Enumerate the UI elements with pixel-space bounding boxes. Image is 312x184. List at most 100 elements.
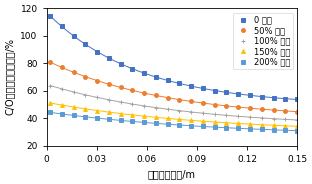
0 加湿 [83, 43, 87, 45]
100% 加湿 [72, 91, 76, 93]
0 加湿 [189, 85, 193, 87]
150% 加湿 [213, 121, 217, 123]
0 加湿 [119, 63, 123, 65]
50% 加湿 [295, 111, 299, 113]
50% 加湿 [189, 100, 193, 102]
150% 加湿 [283, 125, 287, 127]
0 加湿 [130, 68, 134, 70]
0 加湿 [201, 87, 205, 90]
0 加湿 [107, 57, 111, 59]
150% 加湿 [201, 120, 205, 122]
100% 加湿 [107, 99, 111, 101]
200% 加湿 [48, 111, 52, 114]
X-axis label: 流道方向坐标/m: 流道方向坐标/m [148, 169, 196, 179]
50% 加湿 [154, 94, 158, 97]
200% 加湿 [72, 114, 76, 116]
150% 加湿 [72, 106, 76, 108]
200% 加湿 [189, 125, 193, 127]
Line: 50% 加湿: 50% 加湿 [48, 60, 299, 114]
0 加湿 [48, 15, 52, 17]
200% 加湿 [201, 125, 205, 128]
50% 加湿 [130, 89, 134, 91]
0 加湿 [283, 98, 287, 100]
Legend: 0 加湿, 50% 加湿, 100% 加湿, 150% 加湿, 200% 加湿: 0 加湿, 50% 加湿, 100% 加湿, 150% 加湿, 200% 加湿 [233, 13, 293, 69]
100% 加湿 [295, 119, 299, 121]
50% 加湿 [48, 61, 52, 63]
100% 加湿 [272, 118, 275, 120]
50% 加湿 [60, 66, 64, 68]
150% 加湿 [48, 102, 52, 104]
50% 加湿 [166, 97, 169, 99]
50% 加湿 [283, 110, 287, 112]
200% 加湿 [178, 124, 181, 126]
100% 加湿 [130, 103, 134, 105]
Line: 150% 加湿: 150% 加湿 [48, 101, 299, 128]
100% 加湿 [95, 96, 99, 99]
50% 加湿 [83, 75, 87, 78]
0 加湿 [95, 50, 99, 53]
200% 加湿 [142, 121, 146, 124]
100% 加湿 [260, 117, 264, 119]
0 加湿 [260, 95, 264, 98]
100% 加湿 [283, 118, 287, 121]
0 加湿 [213, 89, 217, 92]
200% 加湿 [60, 113, 64, 115]
100% 加湿 [189, 111, 193, 113]
50% 加湿 [225, 105, 228, 107]
200% 加湿 [166, 123, 169, 125]
200% 加湿 [213, 126, 217, 128]
100% 加湿 [225, 114, 228, 116]
50% 加湿 [213, 103, 217, 106]
200% 加湿 [119, 119, 123, 121]
50% 加湿 [201, 102, 205, 104]
50% 加湿 [178, 99, 181, 101]
150% 加湿 [189, 119, 193, 121]
0 加湿 [178, 82, 181, 85]
100% 加湿 [60, 88, 64, 90]
200% 加湿 [130, 120, 134, 123]
100% 加湿 [166, 108, 169, 110]
150% 加湿 [225, 122, 228, 124]
100% 加湿 [236, 115, 240, 117]
150% 加湿 [95, 109, 99, 112]
0 加湿 [295, 98, 299, 101]
0 加湿 [60, 25, 64, 28]
Line: 0 加湿: 0 加湿 [48, 14, 299, 101]
50% 加湿 [236, 106, 240, 108]
150% 加湿 [107, 111, 111, 113]
200% 加湿 [107, 118, 111, 120]
50% 加湿 [272, 109, 275, 111]
100% 加湿 [154, 107, 158, 109]
0 加湿 [248, 94, 252, 96]
150% 加湿 [142, 115, 146, 117]
100% 加湿 [83, 94, 87, 96]
150% 加湿 [236, 122, 240, 125]
0 加湿 [154, 76, 158, 78]
150% 加湿 [260, 124, 264, 126]
50% 加湿 [142, 92, 146, 94]
200% 加湿 [283, 129, 287, 131]
0 加湿 [166, 79, 169, 82]
50% 加湿 [260, 108, 264, 110]
100% 加湿 [201, 112, 205, 114]
150% 加湿 [83, 108, 87, 110]
Y-axis label: C/O比相对积碳限比例/%: C/O比相对积碳限比例/% [5, 38, 15, 115]
200% 加湿 [260, 128, 264, 130]
200% 加湿 [154, 122, 158, 125]
150% 加湿 [60, 104, 64, 106]
50% 加湿 [248, 107, 252, 109]
150% 加湿 [119, 112, 123, 115]
150% 加湿 [130, 114, 134, 116]
50% 加湿 [72, 71, 76, 73]
150% 加湿 [166, 117, 169, 120]
150% 加湿 [295, 125, 299, 127]
0 加湿 [72, 35, 76, 37]
150% 加湿 [154, 116, 158, 118]
200% 加湿 [272, 129, 275, 131]
50% 加湿 [119, 86, 123, 89]
Line: 100% 加湿: 100% 加湿 [48, 84, 299, 122]
200% 加湿 [83, 116, 87, 118]
Line: 200% 加湿: 200% 加湿 [48, 110, 299, 133]
200% 加湿 [295, 130, 299, 132]
150% 加湿 [248, 123, 252, 125]
